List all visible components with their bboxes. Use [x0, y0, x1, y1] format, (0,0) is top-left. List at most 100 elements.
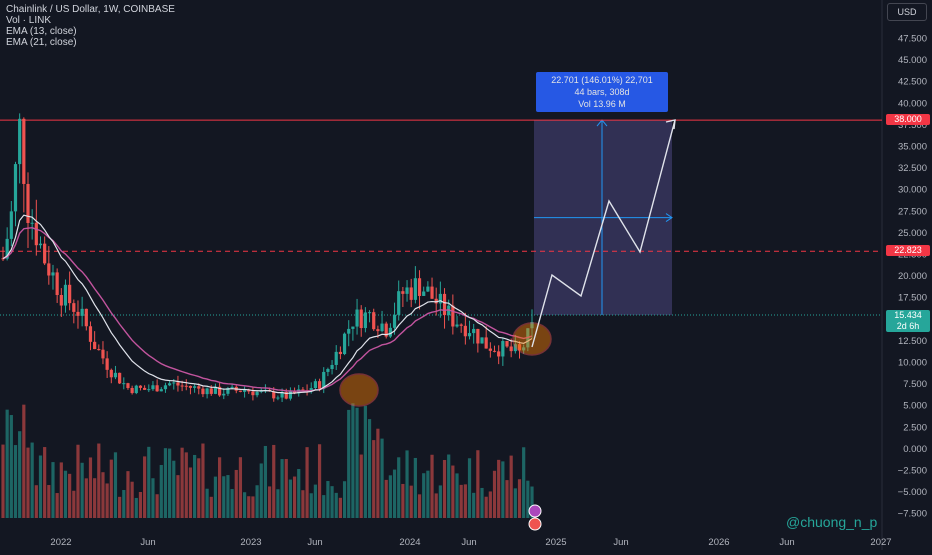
y-tick-label: −5.000 — [898, 487, 927, 498]
x-tick-label: 2027 — [870, 537, 891, 548]
volume-bar — [105, 483, 109, 518]
volume-bar — [409, 485, 413, 518]
resistance-price-label: 22.823 — [886, 245, 930, 256]
candle-body — [455, 324, 459, 327]
x-tick-label: Jun — [140, 537, 155, 548]
volume-bar — [147, 446, 151, 518]
candle-body — [301, 389, 305, 391]
volume-bar — [59, 462, 63, 518]
candle-body — [451, 305, 455, 327]
candle-body — [188, 385, 193, 388]
candle-body — [505, 341, 509, 347]
volume-bar — [213, 476, 218, 518]
projection-path — [531, 119, 676, 348]
candle-body — [467, 333, 472, 337]
volume-bar — [80, 462, 84, 518]
candle-body — [334, 351, 338, 365]
volume-bar — [143, 456, 147, 518]
volume-bar — [272, 444, 276, 518]
y-tick-label: 30.000 — [898, 185, 927, 196]
volume-bar — [492, 470, 497, 518]
volume-bar — [367, 419, 372, 518]
volume-bar — [347, 409, 351, 518]
volume-bar — [76, 444, 80, 518]
volume-bar — [467, 458, 472, 518]
candle-body — [193, 386, 197, 388]
volume-bar — [130, 481, 134, 518]
volume-bar — [359, 454, 363, 518]
volume-bar — [376, 428, 380, 518]
volume-bar — [172, 460, 176, 518]
volume-bar — [463, 484, 467, 518]
candle-body — [147, 389, 151, 391]
volume-bar — [472, 492, 476, 518]
candle-body — [109, 369, 113, 378]
volume-bar — [263, 445, 268, 518]
volume-bar — [88, 457, 93, 518]
y-tick-label: 37.500 — [898, 120, 927, 131]
x-tick-label: 2022 — [50, 537, 71, 548]
candle-body — [380, 323, 384, 332]
target-price-label: 38.000 — [886, 114, 930, 125]
volume-bar — [230, 489, 234, 518]
volume-bar — [292, 476, 297, 518]
candle-body — [376, 329, 380, 332]
volume-bar — [317, 444, 322, 518]
candle-body — [126, 383, 130, 388]
volume-bar — [255, 485, 259, 518]
volume-bar — [430, 454, 434, 518]
volume-bar — [138, 492, 143, 518]
candle-body — [5, 238, 9, 259]
candle-body — [342, 333, 347, 355]
volume-bar — [280, 459, 284, 518]
y-tick-label: 45.000 — [898, 55, 927, 66]
current-price: 15.434 — [894, 310, 922, 320]
candle-body — [168, 383, 172, 386]
ema21-line — [2, 227, 533, 392]
volume-bar — [47, 485, 51, 518]
candle-body — [280, 392, 284, 398]
volume-bar — [284, 459, 288, 518]
volume-bar — [276, 489, 280, 518]
candle-body — [184, 385, 188, 387]
candle-body — [68, 284, 72, 304]
candle-body — [247, 390, 251, 392]
candle-body — [405, 287, 409, 294]
candle-body — [205, 388, 209, 395]
x-tick-label: 2024 — [399, 537, 420, 548]
projection-arrow-head — [665, 119, 676, 130]
candle-body — [209, 388, 213, 394]
volume-bar — [151, 478, 155, 518]
volume-bar — [180, 447, 184, 518]
currency-button[interactable]: USD — [887, 3, 927, 21]
candle-body — [397, 291, 401, 315]
candle-body — [18, 118, 22, 165]
candle-body — [76, 311, 80, 316]
candle-body — [422, 291, 426, 296]
volume-bar — [442, 460, 447, 518]
volume-bar — [351, 403, 355, 518]
candle-body — [230, 386, 234, 388]
volume-bar — [513, 488, 517, 518]
candle-body — [159, 389, 163, 392]
candle-body — [88, 326, 93, 342]
y-tick-label: 32.500 — [898, 163, 927, 174]
y-tick-label: 27.500 — [898, 206, 927, 217]
volume-bar — [509, 455, 513, 518]
volume-bar — [188, 467, 193, 518]
volume-bar — [401, 483, 405, 518]
candle-body — [501, 341, 505, 357]
candle-body — [530, 322, 534, 329]
measure-change: 22.701 (146.01%) 22,701 — [551, 75, 653, 85]
candle-body — [34, 222, 38, 246]
candle-body — [13, 164, 18, 212]
x-tick-label: 2026 — [708, 537, 729, 548]
x-tick-label: 2023 — [240, 537, 261, 548]
volume-bar — [451, 465, 455, 518]
volume-bar — [522, 447, 526, 518]
volume-bar — [305, 447, 309, 518]
candle-body — [80, 308, 84, 316]
candle-body — [359, 309, 363, 329]
